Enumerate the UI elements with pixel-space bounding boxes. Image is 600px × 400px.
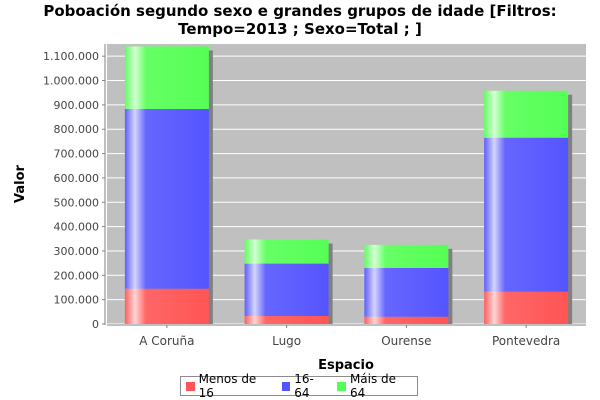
y-tick-label: 0 bbox=[92, 318, 99, 331]
legend-item-menos-de-16: Menos de 16 bbox=[186, 372, 272, 400]
y-tick-label: 900.000 bbox=[54, 99, 100, 112]
chart-title: Poboación segundo sexo e grandes grupos … bbox=[43, 2, 557, 38]
legend-swatch bbox=[186, 381, 195, 391]
y-tick-label: 600.000 bbox=[54, 172, 100, 185]
bar-highlight bbox=[484, 90, 569, 324]
y-tick-label: 200.000 bbox=[54, 269, 100, 282]
y-tick-label: 400.000 bbox=[54, 221, 100, 234]
y-tick-label: 800.000 bbox=[54, 123, 100, 136]
x-tick-label: Ourense bbox=[381, 334, 431, 348]
legend: Menos de 16 16-64 Máis de 64 bbox=[180, 372, 418, 400]
y-axis: 0 100.000 200.000 300.000 400.000 500.000 600.… bbox=[43, 44, 106, 331]
y-tick-label: 1.100.000 bbox=[43, 50, 99, 63]
x-tick-label: Pontevedra bbox=[492, 334, 560, 348]
legend-item-16-64: 16-64 bbox=[281, 372, 328, 400]
legend-label: 16-64 bbox=[294, 372, 314, 400]
y-tick-label: 700.000 bbox=[54, 148, 100, 161]
legend-label: Menos de 16 bbox=[198, 372, 257, 400]
y-tick-label: 100.000 bbox=[54, 294, 100, 307]
bar-highlight bbox=[364, 244, 449, 324]
bars bbox=[124, 46, 573, 324]
bar-highlight bbox=[244, 239, 329, 324]
legend-swatch bbox=[281, 381, 291, 391]
legend-item-mais-de-64: Máis de 64 bbox=[337, 372, 412, 400]
x-axis: A Coruña Lugo Ourense Pontevedra bbox=[107, 324, 586, 348]
y-tick-label: 500.000 bbox=[54, 196, 100, 209]
x-axis-label: Espacio bbox=[318, 358, 374, 373]
y-tick-label: 1.000.000 bbox=[43, 75, 99, 88]
x-tick-label: A Coruña bbox=[139, 334, 194, 348]
legend-label: Máis de 64 bbox=[349, 372, 397, 400]
bar-highlight bbox=[124, 46, 209, 324]
y-tick-label: 300.000 bbox=[54, 245, 100, 258]
y-axis-label: Valor bbox=[13, 164, 28, 203]
x-tick-label: Lugo bbox=[272, 334, 301, 348]
legend-swatch bbox=[337, 381, 346, 391]
